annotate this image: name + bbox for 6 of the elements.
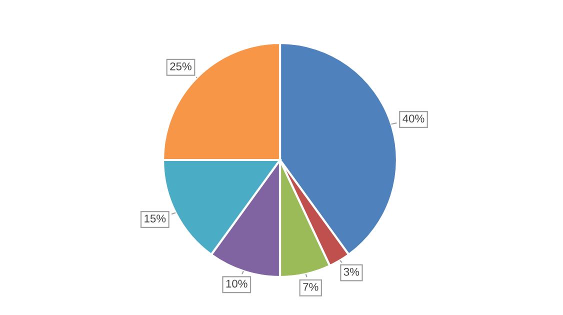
data-label: 40% xyxy=(402,114,424,122)
data-label: 7% xyxy=(303,283,318,291)
data-label: 25% xyxy=(170,62,192,70)
data-label: 10% xyxy=(226,280,248,288)
data-label: 3% xyxy=(344,268,360,276)
data-label: 15% xyxy=(144,214,166,222)
